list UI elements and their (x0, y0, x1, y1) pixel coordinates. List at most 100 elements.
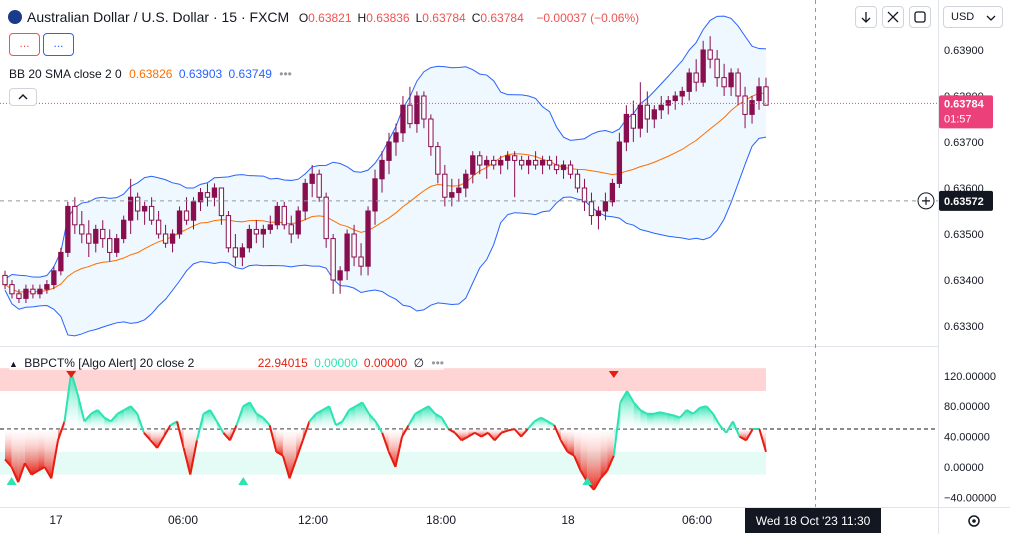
maximize-button[interactable] (909, 6, 931, 28)
candle-body (197, 192, 204, 203)
candle-body (735, 72, 741, 97)
bb-more-icon[interactable]: ••• (279, 67, 292, 81)
scroll-down-button[interactable] (855, 6, 877, 28)
candle-body (9, 284, 15, 295)
osc-line-segment (447, 428, 456, 434)
candle-body (386, 141, 392, 161)
fullscreen-button[interactable] (882, 6, 904, 28)
currency-select[interactable]: USD (943, 6, 1003, 28)
candle (749, 96, 755, 124)
osc-fill-segment (289, 429, 297, 479)
osc-fill-segment (309, 413, 317, 429)
osc-fill-segment (660, 412, 667, 429)
sell-signal-marker (66, 371, 77, 378)
gear-icon[interactable] (968, 515, 980, 527)
osc-line-segment (474, 431, 482, 438)
osc-line-segment (23, 462, 33, 476)
sell-button-label: ... (19, 36, 30, 50)
collapse-legend-button[interactable] (9, 88, 37, 106)
candle (79, 211, 85, 244)
osc-line-segment (520, 428, 529, 438)
time-tick-label: 06:00 (682, 513, 712, 527)
time-tick-label: 06:00 (168, 513, 198, 527)
candle (302, 178, 308, 221)
osc-tick-label: 120.00000 (944, 371, 996, 383)
ohlc-value-h: 0.63836 (366, 11, 410, 25)
candle (58, 247, 64, 276)
osc-line-segment (348, 405, 357, 411)
symbol-name[interactable]: Australian Dollar / U.S. Dollar · 15 · F… (27, 9, 290, 25)
candle-body (128, 196, 134, 221)
candle (518, 155, 525, 170)
osc-fill-segment (316, 410, 323, 429)
osc-line-segment (368, 413, 377, 423)
bbpct-more-icon[interactable]: ••• (431, 356, 444, 370)
bbpct-collapse-icon[interactable]: ▲ (9, 359, 18, 369)
osc-fill-segment (666, 413, 674, 429)
candle (505, 151, 511, 170)
candle-body (407, 104, 413, 125)
bb-label[interactable]: BB 20 SMA close 2 0 (9, 67, 122, 81)
osc-line-segment (90, 409, 99, 415)
osc-tick-label: 80.00000 (944, 401, 990, 413)
candle-body (581, 187, 588, 203)
candle-body (107, 238, 113, 253)
sell-button[interactable]: ... (9, 33, 40, 56)
osc-line-segment (288, 459, 298, 479)
osc-line-segment (547, 420, 555, 427)
osc-line-segment (83, 413, 92, 423)
candle (100, 220, 106, 248)
candle (484, 155, 490, 179)
candle-body (414, 95, 420, 125)
candle (204, 183, 211, 207)
bbpct-label[interactable]: BBPCT% [Algo Alert] 20 close 2 (24, 356, 195, 370)
candle (714, 50, 720, 87)
osc-line-segment (666, 412, 674, 417)
candle (602, 192, 609, 221)
osc-fill-segment (421, 406, 429, 429)
time-tick-label: 18 (561, 513, 575, 527)
time-tick-label: 12:00 (298, 513, 328, 527)
candle (72, 197, 78, 234)
candle-body (30, 288, 36, 295)
osc-fill-segment (203, 410, 211, 429)
candle-body (79, 224, 85, 235)
osc-fill-segment (31, 429, 39, 475)
candle (679, 86, 685, 106)
candle (644, 91, 650, 133)
osc-line-segment (222, 432, 231, 442)
osc-line-segment (692, 406, 701, 415)
osc-line-segment (679, 409, 688, 419)
osc-line-segment (56, 421, 66, 441)
osc-line-segment (639, 409, 648, 415)
osc-line-segment (500, 429, 509, 434)
candle (456, 178, 462, 202)
candle-body (421, 95, 427, 120)
candle (323, 192, 329, 248)
osc-line-segment (301, 421, 311, 441)
osc-line-segment (30, 469, 39, 476)
candle (23, 284, 29, 303)
osc-line-segment (255, 412, 264, 419)
candle-body (616, 141, 623, 184)
candle (176, 206, 183, 239)
osc-line-segment (573, 455, 582, 472)
candle (735, 68, 741, 106)
ohlc-value-l: 0.63784 (422, 11, 466, 25)
flag-icon (8, 10, 22, 24)
crosshair-price-value: 0.63572 (944, 196, 984, 208)
candle-body (2, 274, 8, 286)
osc-fill-segment (276, 429, 283, 456)
candle (16, 289, 22, 303)
candle-body (93, 228, 99, 244)
candle-body (707, 49, 713, 60)
osc-fill-segment (646, 413, 654, 429)
candle-body (609, 182, 616, 203)
buy-button[interactable]: ... (43, 33, 74, 56)
osc-fill-segment (673, 415, 680, 429)
candle-body (65, 205, 71, 253)
candle (511, 151, 518, 198)
candle (107, 229, 113, 262)
candle-body (686, 72, 692, 92)
